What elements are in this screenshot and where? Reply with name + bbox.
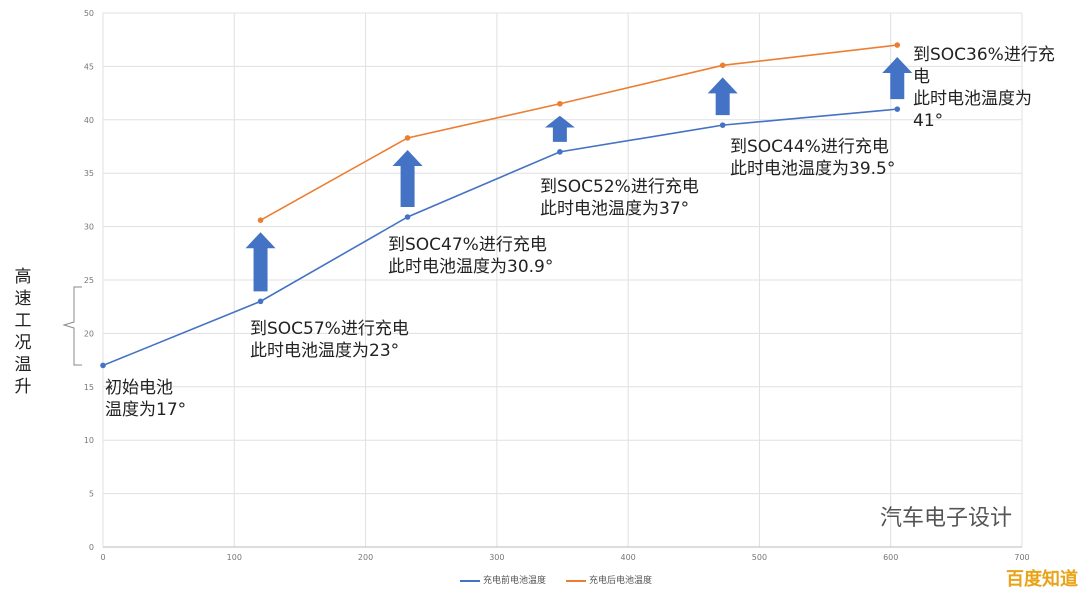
arrow-up-icon [245, 232, 276, 292]
arrow-up-icon [392, 149, 423, 207]
series-line [102, 108, 898, 367]
x-tick-label: 200 [358, 553, 373, 562]
y-tick-label: 40 [84, 116, 94, 125]
y-tick-label: 5 [89, 490, 94, 499]
data-point [257, 298, 264, 305]
annotation: 到SOC57%进行充电 此时电池温度为23° [250, 319, 409, 361]
annotation: 初始电池 温度为17° [105, 378, 187, 420]
annotation: 到SOC44%进行充电 此时电池温度为39.5° [730, 137, 896, 179]
arrow-up-icon [544, 115, 575, 142]
y-tick-label: 45 [84, 62, 94, 71]
x-tick-label: 700 [1014, 553, 1029, 562]
y-tick-label: 0 [89, 543, 94, 552]
x-tick-label: 400 [621, 553, 636, 562]
y-tick-label: 30 [84, 223, 94, 232]
legend-item: 充电后电池温度 [566, 573, 652, 586]
x-tick-label: 300 [489, 553, 504, 562]
y-tick-label: 35 [84, 169, 94, 178]
y-tick-label: 15 [84, 383, 94, 392]
data-point [719, 62, 726, 69]
y-tick-label: 20 [84, 329, 94, 338]
arrow-up-icon [707, 77, 738, 116]
data-point [100, 362, 106, 369]
data-point [894, 42, 901, 48]
y-axis-label: 高速工况温升 [14, 267, 32, 397]
brace [62, 286, 82, 366]
x-tick-label: 100 [227, 553, 242, 562]
data-point [557, 100, 563, 107]
x-tick-label: 0 [100, 553, 105, 562]
annotation: 到SOC47%进行充电 此时电池温度为30.9° [388, 235, 554, 277]
data-point [404, 135, 411, 141]
y-tick-label: 50 [84, 9, 94, 18]
data-point [719, 122, 726, 128]
legend-item: 充电前电池温度 [460, 573, 546, 586]
y-tick-label: 25 [84, 276, 94, 285]
legend-label: 充电前电池温度 [483, 576, 547, 586]
arrow-up-icon [882, 57, 913, 100]
data-point [257, 217, 264, 223]
legend: 充电前电池温度 充电后电池温度 [460, 573, 652, 586]
y-tick-label: 10 [84, 436, 94, 445]
legend-label: 充电后电池温度 [589, 576, 653, 586]
watermark: 汽车电子设计 [880, 506, 1013, 531]
x-tick-label: 600 [883, 553, 898, 562]
watermark: 百度知道 [1006, 569, 1078, 590]
annotation: 到SOC36%进行充 电 此时电池温度为 41° [913, 45, 1055, 131]
data-point [894, 106, 901, 112]
x-tick-label: 500 [752, 553, 767, 562]
data-point [557, 149, 563, 155]
annotation: 到SOC52%进行充电 此时电池温度为37° [540, 177, 699, 219]
data-point [404, 214, 411, 220]
